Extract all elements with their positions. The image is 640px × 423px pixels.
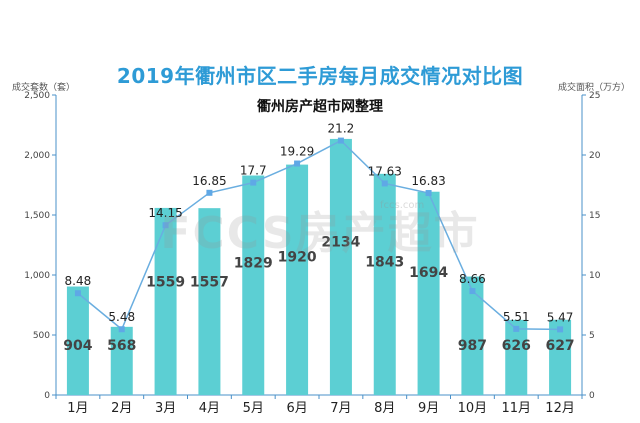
x-tick-label: 9月 — [418, 401, 439, 416]
line-point — [425, 190, 432, 197]
line-value-label: 16.83 — [411, 174, 445, 188]
y2-tick-label: 5 — [589, 331, 595, 341]
y-tick-label: 500 — [33, 331, 50, 341]
line-point — [469, 288, 476, 295]
x-tick-label: 7月 — [330, 401, 351, 416]
bar-value-label: 987 — [458, 338, 487, 354]
y-tick-label: 2,500 — [24, 91, 50, 101]
bar-value-label: 1559 — [146, 274, 185, 290]
line-point — [162, 222, 169, 229]
line-value-label: 16.85 — [192, 174, 226, 188]
area-series-line — [77, 139, 561, 331]
bar-value-label: 1694 — [409, 265, 448, 281]
x-tick-label: 12月 — [545, 401, 575, 416]
line-value-label: 17.7 — [240, 164, 267, 178]
line-point — [294, 160, 301, 167]
line-value-label: 14.15 — [148, 206, 182, 220]
line-value-label: 5.47 — [547, 310, 574, 324]
bar — [154, 207, 177, 395]
bar — [373, 173, 396, 395]
bar — [417, 191, 440, 395]
line-value-label: 5.51 — [503, 310, 530, 324]
bar-value-label: 568 — [107, 338, 136, 354]
y2-tick-label: 20 — [589, 151, 601, 161]
bar-value-label: 1829 — [234, 256, 273, 272]
y2-tick-label: 0 — [589, 391, 595, 401]
y-tick-label: 0 — [44, 391, 50, 401]
bar-value-label: 1843 — [365, 255, 404, 271]
x-tick-label: 1月 — [67, 401, 88, 416]
bar-value-label: 627 — [545, 338, 574, 354]
y2-axis-title: 成交面积（万方） — [557, 83, 630, 93]
line-point — [513, 325, 520, 332]
line-value-label: 8.66 — [459, 272, 486, 286]
x-tick-label: 4月 — [199, 401, 220, 416]
x-tick-label: 3月 — [155, 401, 176, 416]
y2-tick-label: 10 — [589, 271, 601, 281]
line-value-label: 19.29 — [280, 145, 314, 159]
bar-value-label: 626 — [502, 338, 531, 354]
bar — [461, 276, 484, 395]
y-tick-label: 1,000 — [24, 271, 50, 281]
x-tick-label: 6月 — [286, 401, 307, 416]
bar — [242, 175, 265, 395]
line-value-label: 21.2 — [328, 122, 355, 136]
bar — [198, 208, 221, 395]
line-point — [118, 326, 125, 333]
line-point — [557, 326, 564, 333]
x-tick-label: 5月 — [243, 401, 264, 416]
line-point — [74, 290, 81, 297]
bar — [549, 319, 572, 395]
bar — [286, 164, 309, 395]
bar — [505, 319, 528, 395]
line-value-label: 5.48 — [108, 310, 135, 324]
x-tick-label: 11月 — [501, 401, 531, 416]
bar — [329, 138, 352, 396]
y2-tick-label: 25 — [589, 91, 600, 101]
bar-value-label: 1557 — [190, 275, 229, 291]
line-point — [337, 137, 344, 144]
bar-value-label: 1920 — [278, 249, 317, 265]
y-tick-label: 2,000 — [24, 151, 50, 161]
bar-value-label: 2134 — [321, 234, 360, 250]
line-value-label: 17.63 — [368, 164, 402, 178]
line-value-label: 8.48 — [65, 274, 92, 288]
bar — [66, 286, 89, 395]
y-axis-title: 成交套数（套） — [12, 83, 76, 93]
x-tick-label: 10月 — [458, 401, 488, 416]
line-point — [381, 180, 388, 187]
chart-title: 2019年衢州市区二手房每月成交情况对比图 — [116, 64, 524, 88]
x-tick-label: 8月 — [374, 401, 395, 416]
y-tick-label: 1,500 — [24, 211, 50, 221]
y2-tick-label: 15 — [589, 211, 600, 221]
line-point — [250, 179, 257, 186]
bar — [110, 326, 133, 395]
x-tick-label: 2月 — [111, 401, 132, 416]
chart-subtitle: 衢州房产超市网整理 — [257, 99, 383, 115]
bar-value-label: 904 — [63, 338, 92, 354]
line-point — [206, 189, 213, 196]
